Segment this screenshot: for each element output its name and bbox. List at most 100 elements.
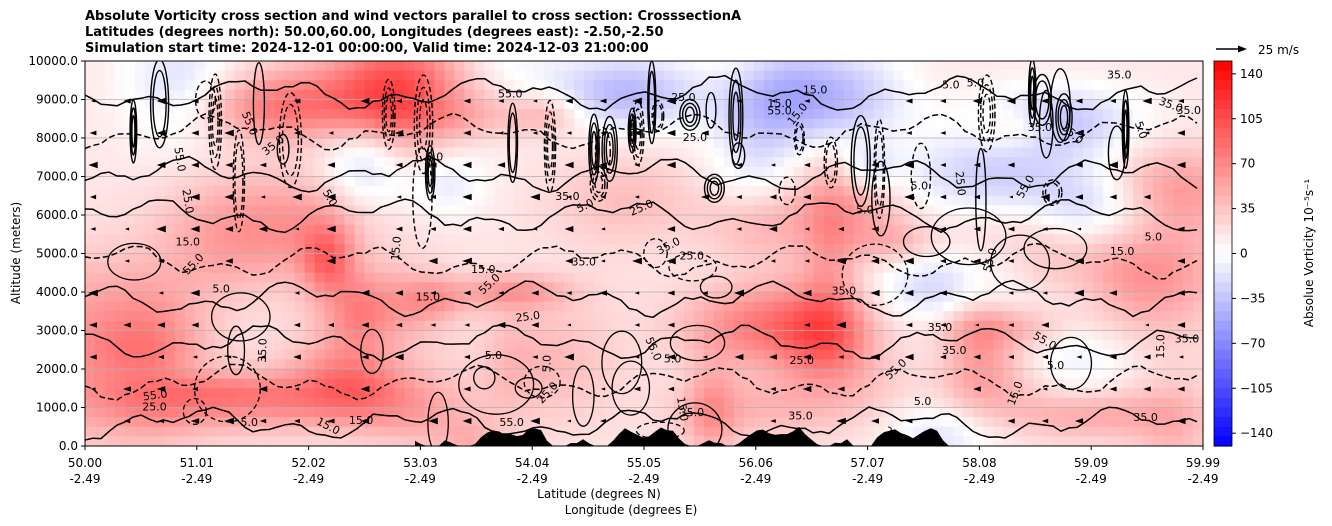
field-cell xyxy=(534,109,545,120)
field-cell xyxy=(304,349,316,360)
field-cell xyxy=(374,138,386,149)
field-cell xyxy=(164,205,176,216)
field-cell xyxy=(484,330,495,341)
field-cell xyxy=(614,349,625,360)
field-cell xyxy=(1113,80,1124,91)
field-cell xyxy=(224,320,236,332)
wind-vector xyxy=(1041,322,1049,328)
field-cell xyxy=(484,109,495,120)
field-cell xyxy=(953,243,965,255)
field-cell xyxy=(933,378,945,389)
wind-vector xyxy=(156,225,166,233)
field-cell xyxy=(184,301,196,312)
field-cell xyxy=(1143,224,1154,235)
field-cell xyxy=(284,263,296,274)
field-cell xyxy=(634,388,645,399)
field-cell xyxy=(813,224,825,235)
field-cell xyxy=(873,243,885,255)
field-cell xyxy=(883,224,895,235)
field-cell xyxy=(164,215,176,226)
field-cell xyxy=(753,311,765,322)
field-cell xyxy=(234,89,246,101)
field-cell xyxy=(863,397,875,409)
wind-vector xyxy=(90,451,95,455)
field-cell xyxy=(344,282,356,293)
field-cell xyxy=(923,282,935,293)
field-cell xyxy=(763,349,775,360)
field-cell xyxy=(823,166,835,178)
field-cell xyxy=(653,205,665,216)
field-cell xyxy=(414,369,425,380)
field-cell xyxy=(853,359,865,370)
field-cell xyxy=(1003,320,1014,332)
field-cell xyxy=(94,417,106,428)
field-cell xyxy=(214,99,226,110)
field-cell xyxy=(1173,397,1184,409)
field-cell xyxy=(713,417,725,428)
field-cell xyxy=(883,292,895,303)
field-cell xyxy=(244,292,256,303)
field-cell xyxy=(683,340,695,351)
field-cell xyxy=(554,436,565,446)
field-cell xyxy=(474,205,485,216)
field-cell xyxy=(324,138,336,149)
field-cell xyxy=(933,417,945,428)
field-cell xyxy=(1083,234,1094,245)
field-cell xyxy=(773,176,785,187)
field-cell xyxy=(653,138,665,149)
field-cell xyxy=(154,205,166,216)
field-cell xyxy=(344,118,356,129)
field-cell xyxy=(524,397,535,409)
field-cell xyxy=(414,311,425,322)
field-cell xyxy=(783,166,795,178)
field-cell xyxy=(94,407,106,418)
field-cell xyxy=(653,157,665,168)
field-cell xyxy=(424,320,435,332)
field-cell xyxy=(254,89,266,101)
wind-vector xyxy=(327,418,335,424)
field-cell xyxy=(254,349,266,360)
field-cell xyxy=(713,282,725,293)
field-cell xyxy=(274,186,286,197)
field-cell xyxy=(1173,301,1184,312)
field-cell xyxy=(394,369,406,380)
field-cell xyxy=(1113,436,1124,446)
field-cell xyxy=(564,234,575,245)
field-cell xyxy=(204,301,216,312)
field-cell xyxy=(953,166,965,178)
terrain-profile xyxy=(415,426,965,446)
field-cell xyxy=(294,311,306,322)
field-cell xyxy=(893,147,905,158)
field-cell xyxy=(653,224,665,235)
field-cell xyxy=(274,70,286,81)
field-cell xyxy=(644,138,655,149)
field-cell xyxy=(134,224,146,235)
field-cell xyxy=(214,436,226,446)
field-cell xyxy=(514,397,525,409)
field-cell xyxy=(843,417,855,428)
field-cell xyxy=(803,407,815,418)
field-cell xyxy=(314,397,326,409)
field-cell xyxy=(164,70,176,81)
field-cell xyxy=(953,186,965,197)
field-cell xyxy=(454,243,465,255)
field-cell xyxy=(284,311,296,322)
field-cell xyxy=(414,243,425,255)
field-cell xyxy=(683,282,695,293)
field-cell xyxy=(763,407,775,418)
field-cell xyxy=(943,282,955,293)
field-cell xyxy=(484,224,495,235)
field-cell xyxy=(683,138,695,149)
contour-cell xyxy=(413,74,434,175)
field-cell xyxy=(1063,89,1074,101)
field-cell xyxy=(853,320,865,332)
field-cell xyxy=(943,61,955,72)
field-cell xyxy=(444,417,455,428)
field-cell xyxy=(963,292,975,303)
field-cell xyxy=(374,263,386,274)
field-cell xyxy=(314,234,326,245)
field-cell xyxy=(793,272,805,283)
field-cell xyxy=(334,166,346,178)
field-cell xyxy=(1113,166,1124,178)
wind-vector xyxy=(190,418,200,424)
